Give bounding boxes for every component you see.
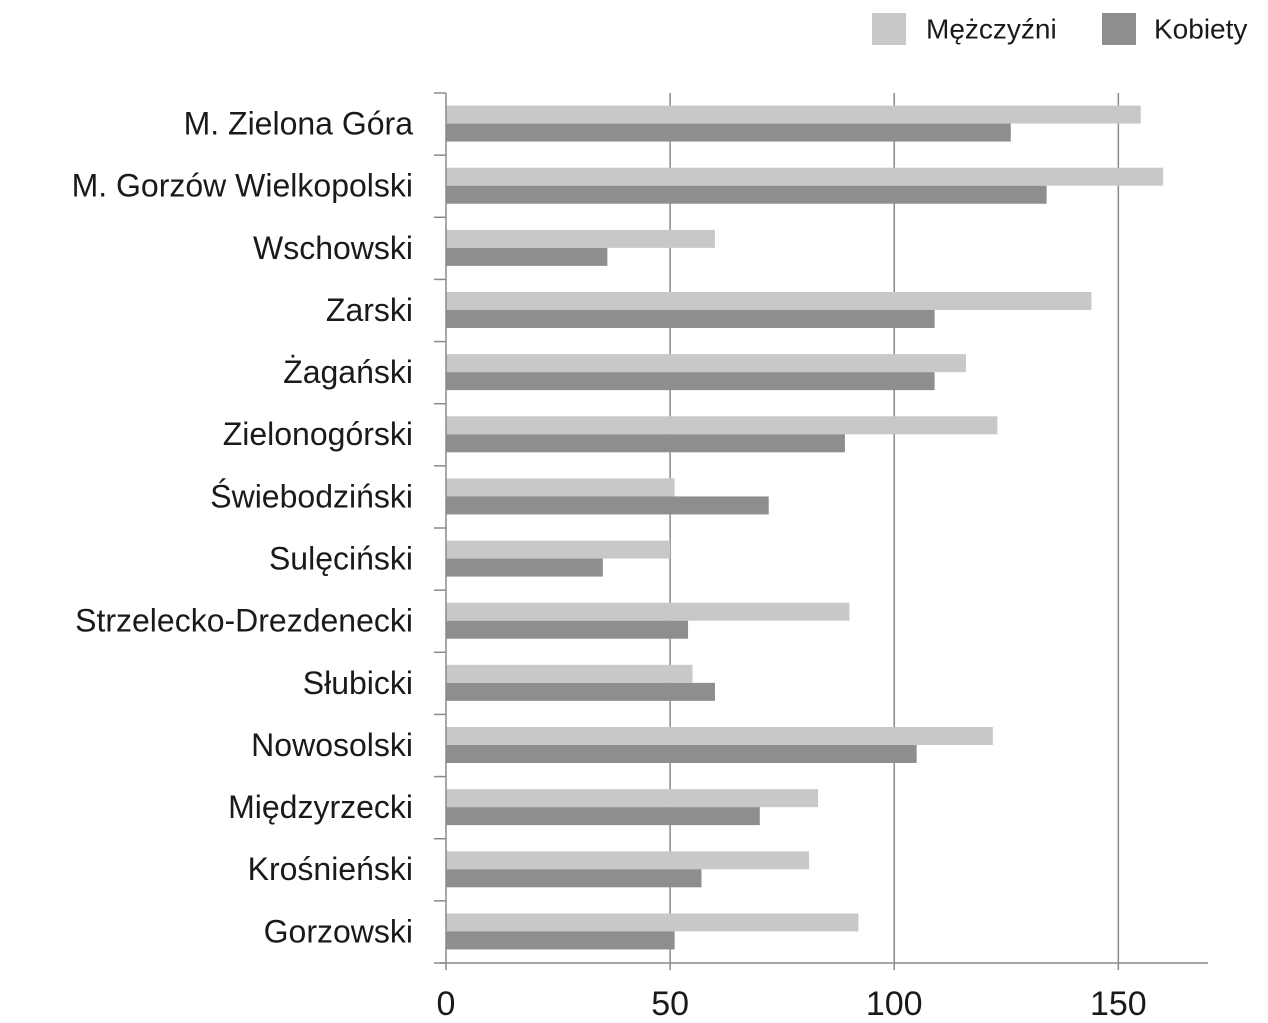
y-tick-label: Zarski [326, 292, 413, 328]
bar [446, 247, 608, 266]
y-tick-label: Nowosolski [251, 727, 413, 763]
legend-swatch [1102, 13, 1136, 45]
bar [446, 416, 998, 435]
bar [446, 745, 917, 763]
x-tick-label: 100 [866, 985, 923, 1023]
y-tick-label: Wschowski [253, 230, 413, 266]
bar [446, 372, 935, 391]
y-tick-label: M. Zielona Góra [184, 106, 414, 142]
bar [446, 789, 819, 808]
bar [446, 558, 603, 577]
legend-swatch [872, 13, 906, 45]
bar [446, 869, 702, 888]
bar [446, 167, 1164, 186]
bar [446, 496, 769, 515]
y-tick-label: Żagański [283, 354, 413, 390]
y-tick-label: Międzyrzecki [228, 789, 413, 825]
x-tick-label: 50 [651, 985, 689, 1023]
bar [446, 540, 671, 559]
bar [446, 434, 845, 453]
y-tick-label: Świebodziński [210, 478, 413, 514]
bar [446, 123, 1011, 142]
bar [446, 354, 966, 373]
bar [446, 851, 810, 870]
bar [446, 664, 693, 683]
bar [446, 292, 1092, 310]
bar [446, 310, 935, 328]
y-tick-label: M. Gorzów Wielkopolski [72, 168, 413, 204]
y-tick-label: Zielonogórski [223, 416, 413, 452]
y-tick-label: Strzelecko-Drezdenecki [75, 603, 413, 639]
bar [446, 620, 689, 639]
y-tick-label: Słubicki [303, 665, 413, 701]
bar [446, 229, 715, 248]
y-tick-label: Krośnieński [248, 851, 413, 887]
bar [446, 727, 993, 745]
bar [446, 682, 715, 701]
bar [446, 105, 1141, 124]
bar [446, 931, 675, 950]
x-tick-label: 0 [437, 985, 456, 1023]
legend-label: Mężczyźni [926, 13, 1057, 44]
y-tick-label: Sulęciński [269, 541, 413, 577]
legend-label: Kobiety [1154, 13, 1247, 44]
bar [446, 602, 850, 621]
y-tick-label: Gorzowski [264, 913, 413, 949]
bar [446, 185, 1047, 204]
x-tick-label: 150 [1090, 985, 1147, 1023]
bar [446, 478, 675, 497]
bar [446, 913, 859, 932]
bar [446, 807, 760, 826]
